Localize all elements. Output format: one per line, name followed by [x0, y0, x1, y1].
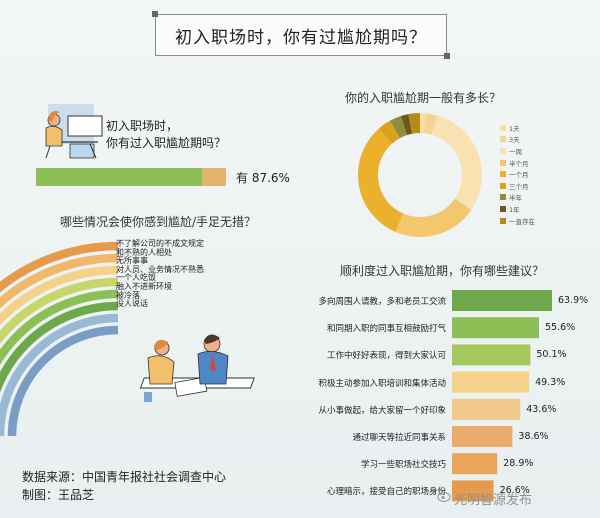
- situation-label: 对人员、业务情况不熟悉: [116, 264, 204, 274]
- suggestion-bar-0: [452, 290, 552, 311]
- donut-slice-4: [358, 128, 404, 232]
- suggestion-value: 26.6%: [499, 485, 530, 497]
- situation-label: 不了解公司的不成文规定: [116, 239, 204, 248]
- q1-question-line2: 你有过入职尴尬期吗？: [106, 136, 227, 150]
- suggestion-label: 和同期入职的同事互相鼓励打气: [326, 324, 446, 335]
- situation-label: 没人说话: [116, 299, 148, 309]
- legend-item: 3天: [500, 134, 535, 146]
- suggestion-label: 心理暗示，接受自己的职场身份: [326, 487, 446, 498]
- q1-question: 初入职场时， 你有过入职尴尬期吗？: [106, 118, 226, 152]
- suggestion-value: 28.9%: [503, 458, 534, 470]
- legend-label: 半年: [509, 194, 522, 203]
- legend-label: 三个月: [509, 182, 529, 191]
- suggestion-label: 从小事做起，给大家留一个好印象: [318, 405, 446, 416]
- situation-label: 融入不进新环境: [116, 281, 172, 291]
- situation-label: 被冷落: [116, 290, 140, 300]
- legend-swatch: [500, 136, 506, 143]
- legend-label: 3天: [509, 136, 520, 145]
- suggestion-label: 工作中好好表现，得到大家认可: [326, 351, 446, 362]
- page-title: 初入职场时，你有过尴尬期吗？: [152, 11, 450, 59]
- donut-slice-2: [431, 115, 482, 210]
- legend-item: 三个月: [500, 180, 535, 192]
- suggestion-bar-3: [452, 371, 530, 393]
- q1-question-line1: 初入职场时，: [106, 119, 179, 133]
- donut-slice-1: [423, 113, 438, 135]
- donut-slice-6: [390, 116, 408, 139]
- suggestion-value: 38.6%: [518, 431, 549, 442]
- legend-swatch: [500, 171, 506, 178]
- suggestion-bar-6: [452, 453, 498, 475]
- legend-label: 一直存在: [509, 217, 535, 226]
- suggestion-value: 63.9%: [558, 295, 589, 306]
- duration-legend: 1天 3天一周半个月一个月三个月半年 1年一直存在: [500, 122, 535, 226]
- legend-swatch: [500, 147, 506, 154]
- legend-label: 一个月: [509, 171, 529, 180]
- situation-label: 和不熟的人相处: [116, 247, 172, 257]
- suggestion-label: 积极主动参加入职培训和集体活动: [318, 378, 446, 389]
- legend-swatch: [500, 194, 506, 201]
- situation-arc-5: [0, 301, 119, 393]
- had-awkward-label: 有 87.6%: [236, 171, 290, 185]
- donut-slice-3: [395, 198, 472, 237]
- weibo-icon: [437, 491, 451, 503]
- legend-label: 1天: [509, 124, 520, 133]
- legend-swatch: [500, 217, 506, 224]
- suggestions-chart-title: 顺利度过入职尴尬期，你有哪些建议？: [340, 264, 545, 278]
- watermark: 光明智源发布: [454, 493, 533, 508]
- legend-item: 一直存在: [500, 215, 535, 227]
- suggestion-value: 49.3%: [535, 376, 566, 388]
- suggestion-label: 通过聊天等拉近同事关系: [352, 433, 446, 443]
- legend-label: 半个月: [509, 159, 529, 168]
- donut-slice-5: [378, 120, 400, 144]
- donut-slice-7: [400, 114, 413, 136]
- legend-item: 一个月: [500, 168, 535, 180]
- situation-arc-4: [0, 289, 119, 365]
- footer-source: 数据来源：中国青年报社社会调查中心: [22, 470, 227, 484]
- situation-arc-1: [0, 253, 119, 309]
- suggestion-bar-2: [452, 344, 531, 366]
- suggestion-bar-5: [452, 426, 513, 447]
- had-awkward-bar-fill: [36, 168, 203, 186]
- situations-labels: 不了解公司的不成文规定 和不熟的人相处 无所事事 对人员、业务情况不熟悉 一个人吃饭 融入…: [116, 239, 204, 309]
- legend-item: 半个月: [500, 157, 535, 169]
- legend-item: 1天: [500, 122, 535, 134]
- legend-swatch: [500, 205, 506, 212]
- situation-arc-7: [7, 325, 119, 437]
- legend-label: 1年: [509, 205, 520, 214]
- legend-label: 一周: [509, 147, 522, 156]
- legend-item: 1年: [500, 203, 535, 215]
- situation-arc-3: [0, 277, 119, 344]
- suggestion-label: 多向周围人请教，多和老员工交流: [318, 297, 446, 307]
- suggestion-bar-4: [452, 398, 521, 420]
- legend-item: 一周: [500, 145, 535, 157]
- donut-slice-8: [408, 113, 421, 134]
- suggestion-value: 55.6%: [545, 322, 576, 334]
- situation-label: 一个人吃饭: [116, 273, 156, 283]
- situations-chart-title: 哪些情况会使你感到尴尬/手足无措？: [60, 215, 257, 229]
- legend-item: 半年: [500, 192, 535, 204]
- legend-swatch: [500, 159, 506, 166]
- footer-maker: 制图：王品芝: [22, 488, 95, 502]
- suggestion-label: 学习一些职场社交技巧: [360, 460, 446, 471]
- suggestion-value: 50.1%: [536, 349, 567, 361]
- suggestion-bar-1: [452, 317, 540, 339]
- situation-arc-6: [0, 313, 119, 437]
- situation-arc-2: [0, 265, 119, 326]
- situation-arc-0: [0, 241, 119, 293]
- legend-swatch: [500, 182, 506, 189]
- duration-chart-title: 你的入职尴尬期一般有多长？: [345, 91, 502, 105]
- situation-label: 无所事事: [116, 256, 148, 266]
- suggestion-value: 43.6%: [526, 403, 557, 415]
- legend-swatch: [500, 124, 506, 131]
- suggestion-bar-7: [452, 480, 494, 502]
- had-awkward-bar-track: [36, 168, 226, 186]
